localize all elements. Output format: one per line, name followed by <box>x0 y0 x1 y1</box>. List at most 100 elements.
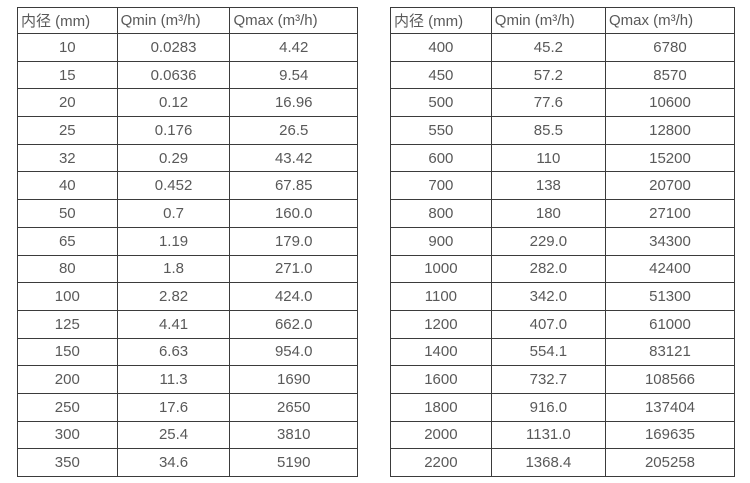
table-cell: 600 <box>390 143 492 173</box>
table-cell: 342.0 <box>490 282 606 311</box>
table-cell: 65 <box>17 226 118 256</box>
table-row: 500 77.6 10600 <box>390 88 736 118</box>
table-cell: 180 <box>490 199 606 228</box>
table-cell: 50 <box>17 199 118 228</box>
table-row: 10 0.0283 4.42 <box>17 33 358 62</box>
table-cell: 200 <box>17 365 118 394</box>
column-header: 内径 (mm) <box>390 7 492 34</box>
table-cell: 137404 <box>604 392 736 422</box>
table-cell: 179.0 <box>229 226 358 256</box>
table-row: 1600 732.7 108566 <box>390 365 736 394</box>
table-cell: 138 <box>490 171 606 201</box>
table-cell: 25 <box>17 116 118 145</box>
table-cell: 10600 <box>604 88 736 118</box>
table-cell: 57.2 <box>490 60 606 90</box>
table-row: 1200 407.0 61000 <box>390 309 736 339</box>
table-cell: 15 <box>17 60 118 90</box>
table-row: 1000 282.0 42400 <box>390 254 736 284</box>
table-cell: 16.96 <box>229 88 358 118</box>
table-cell: 9.54 <box>229 60 358 90</box>
table-cell: 205258 <box>604 448 736 477</box>
table-row: 350 34.6 5190 <box>17 448 358 477</box>
table-cell: 1800 <box>390 392 492 422</box>
column-header: Qmax (m³/h) <box>229 7 358 34</box>
table-cell: 282.0 <box>490 254 606 284</box>
table-row: 1800 916.0 137404 <box>390 392 736 422</box>
table-cell: 662.0 <box>229 309 358 339</box>
table-cell: 0.0636 <box>116 60 231 90</box>
table-cell: 8570 <box>604 60 736 90</box>
table-cell: 4.42 <box>229 33 358 62</box>
table-row: 600 110 15200 <box>390 143 736 173</box>
table-cell: 300 <box>17 420 118 450</box>
table-row: 550 85.5 12800 <box>390 116 736 145</box>
table-cell: 916.0 <box>490 392 606 422</box>
table-row: 100 2.82 424.0 <box>17 282 358 311</box>
table-cell: 0.7 <box>116 199 231 228</box>
table-row: 200 11.3 1690 <box>17 365 358 394</box>
table-cell: 26.5 <box>229 116 358 145</box>
table-cell: 500 <box>390 88 492 118</box>
table-cell: 10 <box>17 33 118 62</box>
table-cell: 11.3 <box>116 365 231 394</box>
table-body: 10 0.0283 4.42 15 0.0636 9.54 20 0.12 16.96 25 0.1… <box>17 33 358 477</box>
table-cell: 554.1 <box>490 337 606 367</box>
table-cell: 25.4 <box>116 420 231 450</box>
table-cell: 12800 <box>604 116 736 145</box>
table-row: 900 229.0 34300 <box>390 226 736 256</box>
table-row: 1400 554.1 83121 <box>390 337 736 367</box>
table-row: 32 0.29 43.42 <box>17 143 358 173</box>
table-cell: 17.6 <box>116 392 231 422</box>
table-cell: 108566 <box>604 365 736 394</box>
table-cell: 160.0 <box>229 199 358 228</box>
table-body: 400 45.2 6780 450 57.2 8570 500 77.6 10600 550 85.… <box>390 33 736 477</box>
table-row: 2200 1368.4 205258 <box>390 448 736 477</box>
table-cell: 550 <box>390 116 492 145</box>
table-cell: 400 <box>390 33 492 62</box>
table-cell: 1400 <box>390 337 492 367</box>
table-cell: 5190 <box>229 448 358 477</box>
table-cell: 45.2 <box>490 33 606 62</box>
table-cell: 27100 <box>604 199 736 228</box>
table-row: 450 57.2 8570 <box>390 60 736 90</box>
table-cell: 2.82 <box>116 282 231 311</box>
column-header: Qmax (m³/h) <box>604 7 736 34</box>
table-cell: 1368.4 <box>490 448 606 477</box>
table-cell: 407.0 <box>490 309 606 339</box>
table-cell: 0.0283 <box>116 33 231 62</box>
column-header: 内径 (mm) <box>17 7 118 34</box>
flow-table-small-diameters: 内径 (mm) Qmin (m³/h) Qmax (m³/h) 10 0.0283 4.… <box>17 7 358 477</box>
table-cell: 800 <box>390 199 492 228</box>
table-cell: 6.63 <box>116 337 231 367</box>
table-cell: 83121 <box>604 337 736 367</box>
table-cell: 40 <box>17 171 118 201</box>
table-cell: 34300 <box>604 226 736 256</box>
table-row: 125 4.41 662.0 <box>17 309 358 339</box>
table-cell: 85.5 <box>490 116 606 145</box>
table-row: 300 25.4 3810 <box>17 420 358 450</box>
table-cell: 1000 <box>390 254 492 284</box>
table-row: 40 0.452 67.85 <box>17 171 358 201</box>
table-cell: 450 <box>390 60 492 90</box>
table-cell: 0.12 <box>116 88 231 118</box>
table-cell: 2200 <box>390 448 492 477</box>
table-cell: 1690 <box>229 365 358 394</box>
table-cell: 732.7 <box>490 365 606 394</box>
table-cell: 150 <box>17 337 118 367</box>
table-cell: 1200 <box>390 309 492 339</box>
table-cell: 700 <box>390 171 492 201</box>
table-cell: 1100 <box>390 282 492 311</box>
table-cell: 350 <box>17 448 118 477</box>
table-cell: 0.29 <box>116 143 231 173</box>
table-cell: 20 <box>17 88 118 118</box>
table-row: 150 6.63 954.0 <box>17 337 358 367</box>
table-row: 250 17.6 2650 <box>17 392 358 422</box>
table-cell: 15200 <box>604 143 736 173</box>
header-row: 内径 (mm) Qmin (m³/h) Qmax (m³/h) <box>390 7 736 34</box>
table-cell: 2000 <box>390 420 492 450</box>
table-cell: 77.6 <box>490 88 606 118</box>
table-row: 1100 342.0 51300 <box>390 282 736 311</box>
table-cell: 0.452 <box>116 171 231 201</box>
table-cell: 42400 <box>604 254 736 284</box>
table-cell: 229.0 <box>490 226 606 256</box>
